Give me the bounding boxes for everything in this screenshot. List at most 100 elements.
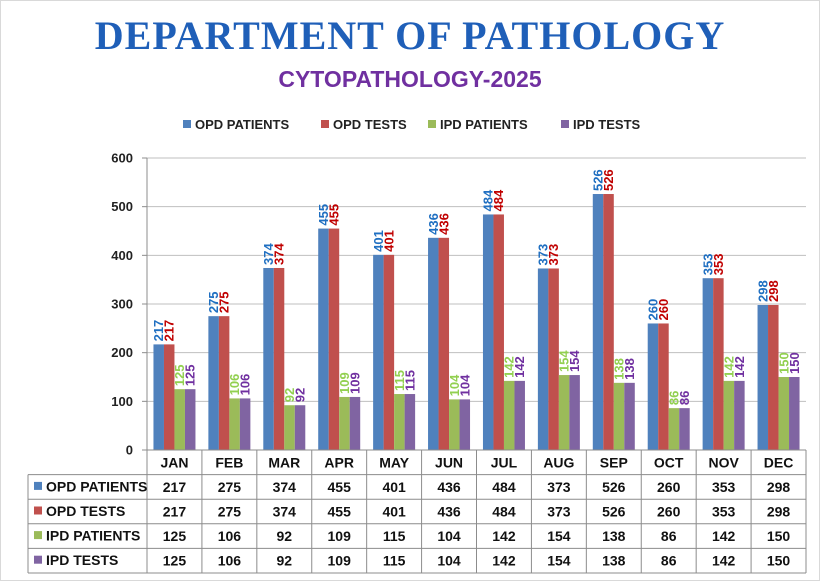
bar-ipd-tests-mar [294,405,306,450]
x-tick-label: JAN [160,454,188,470]
bar-data-label: 526 [601,169,616,191]
legend-swatch-ipd-patients [428,120,436,128]
table-cell: 109 [328,528,352,544]
table-cell: 275 [218,504,242,520]
legend-label: OPD PATIENTS [195,117,289,132]
legend-swatch-opd-tests [321,120,329,128]
table-cell: 142 [712,528,736,544]
bar-opd-patients-dec [757,304,769,450]
bar-data-label: 484 [491,189,506,211]
table-cell: 150 [767,553,791,569]
bar-ipd-tests-sep [624,382,635,450]
table-cell: 374 [273,479,297,495]
table-cell: 217 [163,479,187,495]
y-axis: 0 100 200 300 400 500 600 [111,151,148,458]
bar-data-label: 275 [206,291,221,313]
bar-data-label: 115 [392,370,407,391]
data-table: JAN FEB MAR APR MAY JUN JUL AUG SEP OCT NOV DEC OPD … [27,449,807,574]
table-cell: 86 [661,553,677,569]
bar-ipd-tests-feb [239,398,251,450]
bar-ipd-patients-oct [668,408,680,450]
table-cell: 138 [602,528,626,544]
bar-data-label: 401 [371,230,386,252]
bar-data-label: 436 [426,213,441,235]
bar-ipd-patients-may [394,394,405,450]
table-cell: 298 [767,479,791,495]
chart-subtitle: CYTOPATHOLOGY-2025 [278,66,542,92]
bar-data-label: 298 [755,280,770,302]
bar-ipd-patients-dec [778,377,790,450]
bar-data-label: 275 [217,291,232,313]
table-cell: 138 [602,553,626,569]
bar-ipd-tests-nov [734,380,745,450]
bar-ipd-patients-jun [449,399,460,450]
table-cell: 260 [657,479,681,495]
table-row-label: OPD PATIENTS [46,478,147,494]
bar-ipd-patients-aug [558,375,570,450]
bar-ipd-tests-apr [349,396,361,450]
table-cell: 92 [277,528,293,544]
table-cell: 154 [547,553,571,569]
table-cell: 526 [602,479,626,495]
bar-ipd-patients-apr [339,396,350,450]
table-row-label: IPD TESTS [46,552,118,568]
bar-data-label: 260 [645,299,660,321]
table-cell: 125 [163,553,187,569]
bar-data-label: 436 [436,213,451,235]
bar-data-label: 92 [282,388,297,402]
bar-data-label: 150 [787,352,802,374]
bar-data-label: 455 [316,204,331,226]
x-tick-label: JUL [491,454,518,470]
bar-ipd-patients-sep [613,382,625,450]
bar-data-label: 142 [732,356,747,378]
bar-opd-tests-dec [768,304,779,450]
bar-ipd-tests-jul [514,380,525,450]
bar-data-label: 125 [183,364,198,386]
bar-opd-patients-jun [428,237,439,450]
bar-opd-tests-sep [603,194,614,450]
bar-data-label: 86 [677,391,692,405]
table-cell: 260 [657,504,681,520]
bar-opd-patients-nov [702,278,714,450]
y-tick-label: 600 [111,151,133,166]
bar-ipd-tests-dec [789,377,800,450]
bar-data-label: 104 [447,374,462,396]
bar-opd-patients-may [373,254,384,450]
bar-opd-tests-aug [548,268,559,450]
y-tick-label: 100 [111,394,133,409]
bar-opd-tests-apr [328,228,340,450]
bar-opd-tests-jan [163,344,175,450]
table-cell: 106 [218,528,242,544]
table-cell: 115 [383,528,406,544]
table-row-label: IPD PATIENTS [46,528,140,544]
bar-opd-tests-nov [713,278,724,450]
table-legend-key [34,531,42,540]
x-tick-label: OCT [654,454,684,470]
table-legend-key [34,481,42,490]
bar-data-label: 104 [457,374,472,396]
bar-data-label: 92 [293,388,308,402]
bar-data-label: 109 [337,372,352,394]
bar-ipd-tests-oct [679,408,690,450]
table-cell: 455 [328,479,352,495]
bar-opd-tests-jun [438,237,450,450]
bar-data-label: 484 [481,189,496,211]
bar-data-label: 142 [502,356,517,378]
legend-label: IPD TESTS [573,117,641,132]
table-cell: 373 [547,504,571,520]
legend-label: OPD TESTS [333,117,407,132]
bar-opd-patients-jan [153,344,164,450]
bar-data-label: 142 [512,356,527,378]
bar-data-label: 154 [567,350,582,372]
x-tick-label: MAY [379,454,409,470]
bar-data-label: 106 [238,374,253,396]
bar-data-label: 353 [711,254,726,276]
table-cell: 401 [382,504,406,520]
bar-data-label: 115 [402,370,417,391]
table-cell: 142 [492,528,516,544]
bar-data-label: 373 [546,244,561,266]
x-tick-label: NOV [708,454,739,470]
table-cell: 150 [767,528,791,544]
